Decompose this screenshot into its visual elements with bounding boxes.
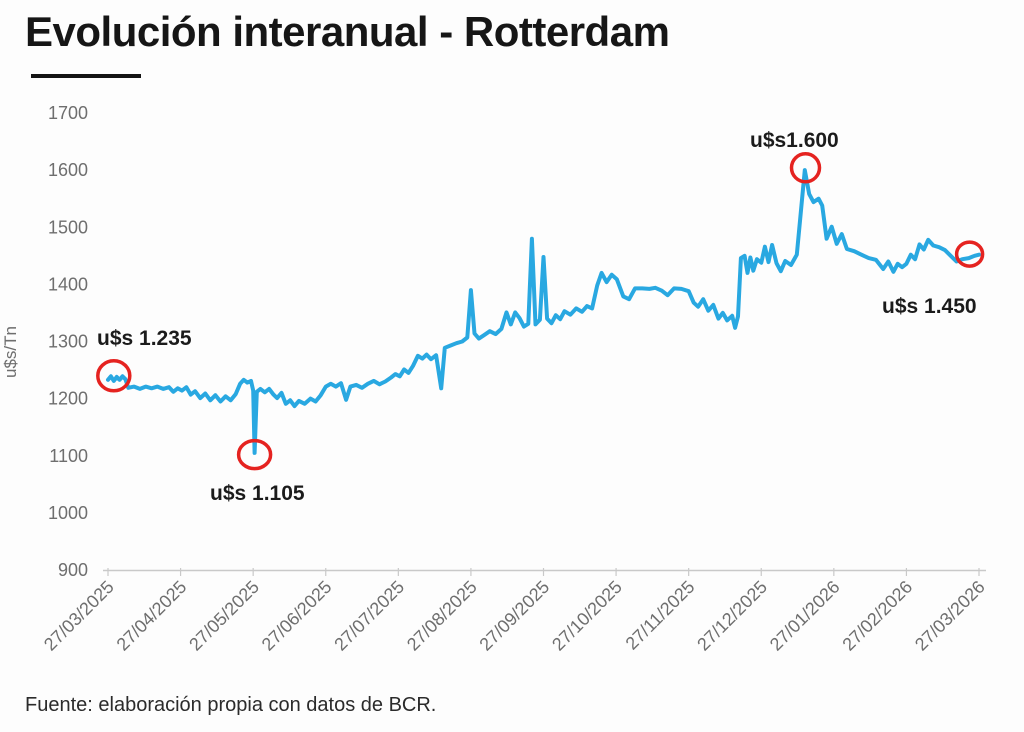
y-axis-tick-label: 1300 bbox=[48, 332, 88, 352]
x-axis-tick-label: 27/09/2025 bbox=[475, 577, 553, 655]
y-axis-tick-label: 1400 bbox=[48, 274, 88, 294]
x-axis-tick-label: 27/12/2025 bbox=[693, 577, 771, 655]
annotation-circle bbox=[236, 438, 273, 471]
source-note: Fuente: elaboración propia con datos de … bbox=[25, 694, 437, 716]
annotation-label: u$s 1.105 bbox=[210, 482, 305, 505]
y-axis-tick-label: 1600 bbox=[48, 160, 88, 180]
x-axis-tick-label: 27/03/2025 bbox=[40, 577, 118, 655]
annotation-circle bbox=[789, 152, 822, 184]
annotation-label: u$s 1.235 bbox=[97, 327, 192, 350]
x-axis-tick-label: 27/05/2025 bbox=[185, 577, 263, 655]
y-axis-title: u$s/Tn bbox=[1, 326, 20, 378]
annotation-circle bbox=[954, 240, 985, 268]
x-axis-tick-label: 27/08/2025 bbox=[403, 577, 481, 655]
y-axis-tick-label: 1100 bbox=[49, 446, 88, 466]
x-axis-tick-label: 27/01/2026 bbox=[766, 577, 844, 655]
x-axis-tick-label: 27/10/2025 bbox=[548, 577, 626, 655]
annotation-label: u$s 1.450 bbox=[882, 295, 977, 318]
x-axis-tick-label: 27/11/2025 bbox=[622, 577, 699, 654]
annotation-label: u$s1.600 bbox=[750, 129, 839, 152]
page-title: Evolución interanual - Rotterdam bbox=[25, 8, 670, 55]
title-underline bbox=[31, 74, 141, 78]
y-axis-tick-label: 1500 bbox=[48, 217, 88, 237]
x-axis-tick-label: 27/02/2026 bbox=[838, 577, 916, 655]
y-axis-tick-label: 1700 bbox=[48, 103, 88, 123]
x-axis-tick-label: 27/04/2025 bbox=[113, 577, 191, 655]
x-axis-tick-label: 27/07/2025 bbox=[330, 577, 408, 655]
y-axis-tick-label: 1200 bbox=[48, 389, 88, 409]
annotation-circle bbox=[96, 359, 132, 393]
y-axis-tick-label: 1000 bbox=[48, 503, 88, 523]
x-axis-tick-label: 27/03/2026 bbox=[911, 577, 989, 655]
x-axis-tick-label: 27/06/2025 bbox=[258, 577, 336, 655]
y-axis-tick-label: 900 bbox=[58, 560, 88, 580]
price-line bbox=[106, 168, 981, 455]
